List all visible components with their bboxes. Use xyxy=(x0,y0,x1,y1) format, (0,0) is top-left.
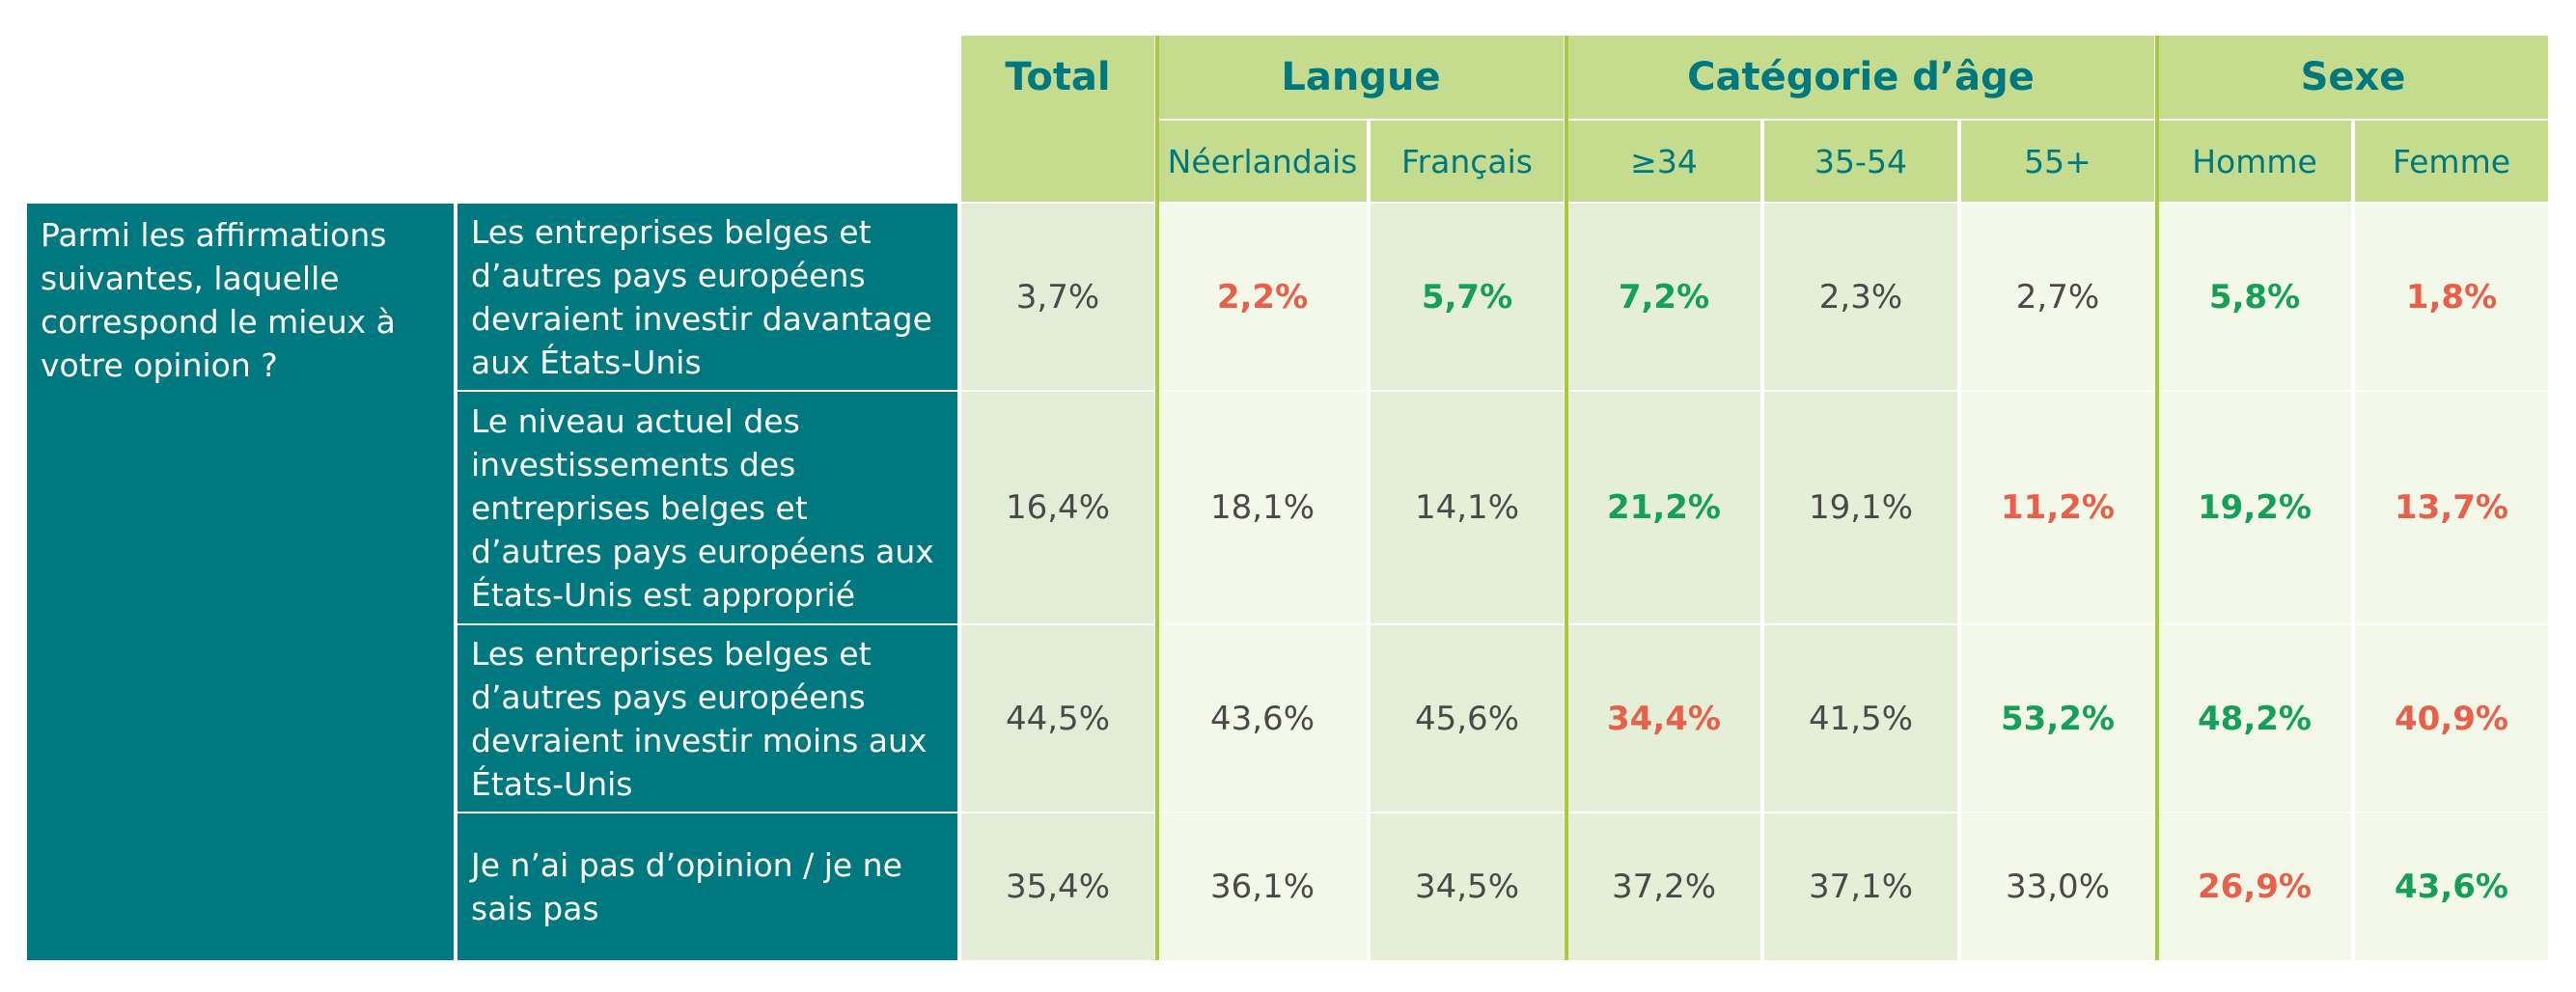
header-column: Homme xyxy=(2158,121,2351,202)
cell-value: 36,1% xyxy=(1158,813,1367,960)
cell-value: 2,7% xyxy=(1961,204,2154,390)
row-label: Les entreprises belges et d’autres pays … xyxy=(457,204,957,390)
row-label: Je n’ai pas d’opinion / je ne sais pas xyxy=(457,813,957,960)
cell-value: 34,4% xyxy=(1567,625,1760,812)
cell-value: 11,2% xyxy=(1961,392,2154,623)
cell-value: 13,7% xyxy=(2355,392,2548,623)
cell-value: 53,2% xyxy=(1961,625,2154,812)
cell-value: 45,6% xyxy=(1371,625,1564,812)
header-column: Néerlandais xyxy=(1158,121,1367,202)
header-column: ≥34 xyxy=(1567,121,1760,202)
cell-value: 43,6% xyxy=(2355,813,2548,960)
question-cell: Parmi les affirmations suivantes, laquel… xyxy=(27,204,454,960)
group-divider xyxy=(1565,36,1568,960)
cell-value: 41,5% xyxy=(1764,625,1957,812)
cell-value: 1,8% xyxy=(2355,204,2548,390)
cell-value: 33,0% xyxy=(1961,813,2154,960)
header-column: Femme xyxy=(2355,121,2548,202)
header-group-0: Langue xyxy=(1158,36,1564,119)
cell-value: 26,9% xyxy=(2158,813,2351,960)
header-group-2: Sexe xyxy=(2158,36,2548,119)
cell-value: 40,9% xyxy=(2355,625,2548,812)
cell-value: 34,5% xyxy=(1371,813,1564,960)
cell-value: 19,2% xyxy=(2158,392,2351,623)
cell-value: 2,2% xyxy=(1158,204,1367,390)
row-label: Le niveau actuel des investissements des… xyxy=(457,392,957,623)
cell-value: 43,6% xyxy=(1158,625,1367,812)
cell-value: 19,1% xyxy=(1764,392,1957,623)
cell-value: 21,2% xyxy=(1567,392,1760,623)
header-total: Total xyxy=(961,36,1154,202)
cell-total: 35,4% xyxy=(961,813,1154,960)
cell-total: 3,7% xyxy=(961,204,1154,390)
header-column: 55+ xyxy=(1961,121,2154,202)
cell-value: 5,7% xyxy=(1371,204,1564,390)
cell-value: 5,8% xyxy=(2158,204,2351,390)
cell-total: 44,5% xyxy=(961,625,1154,812)
header-column: 35-54 xyxy=(1764,121,1957,202)
cell-value: 2,3% xyxy=(1764,204,1957,390)
cell-total: 16,4% xyxy=(961,392,1154,623)
cell-value: 37,2% xyxy=(1567,813,1760,960)
cell-value: 7,2% xyxy=(1567,204,1760,390)
cell-value: 14,1% xyxy=(1371,392,1564,623)
row-label: Les entreprises belges et d’autres pays … xyxy=(457,625,957,812)
cell-value: 37,1% xyxy=(1764,813,1957,960)
header-group-1: Catégorie d’âge xyxy=(1567,36,2154,119)
header-column: Français xyxy=(1371,121,1564,202)
cell-value: 18,1% xyxy=(1158,392,1367,623)
group-divider xyxy=(1155,36,1159,960)
group-divider xyxy=(2155,36,2159,960)
cell-value: 48,2% xyxy=(2158,625,2351,812)
